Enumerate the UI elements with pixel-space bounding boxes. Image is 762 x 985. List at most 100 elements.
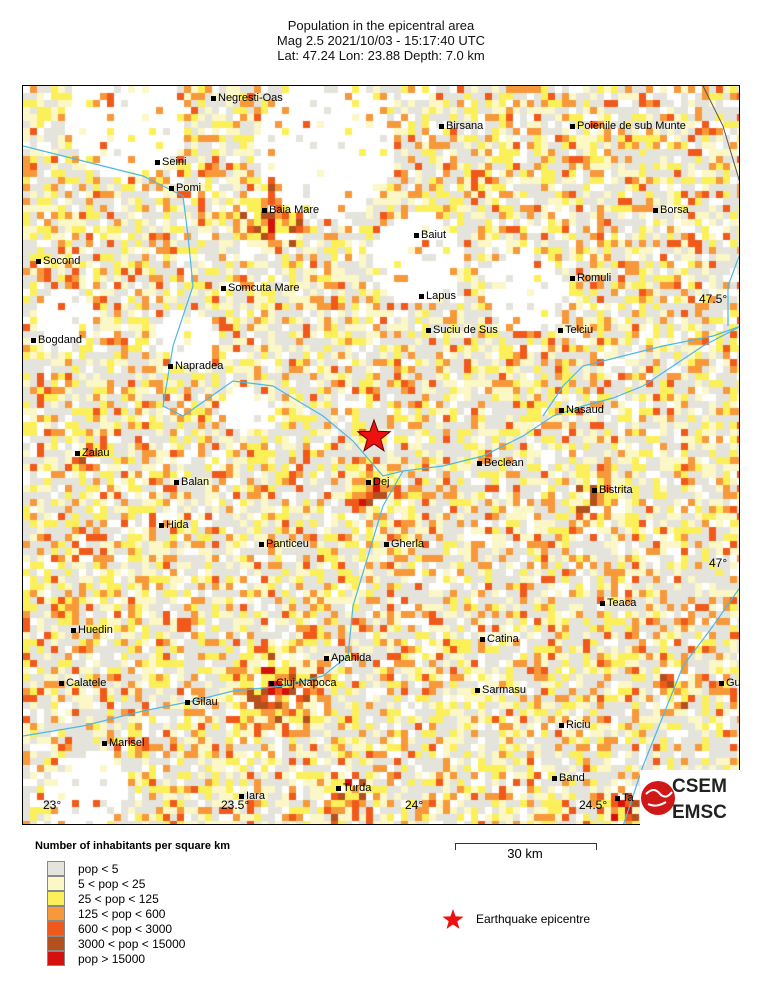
city-marker-icon	[384, 541, 389, 547]
epicentre-legend-star-icon	[442, 909, 464, 929]
city-marker-icon	[477, 460, 482, 466]
city-label: Dej	[366, 477, 390, 488]
city-name: Panticeu	[266, 538, 309, 550]
city-label: Gu	[719, 677, 740, 689]
city-label: Baia Mare	[262, 205, 319, 216]
city-name: Poienile de sub Munte	[577, 120, 686, 132]
city-label: Marisel	[102, 738, 144, 749]
city-marker-icon	[239, 793, 244, 799]
legend-swatch	[47, 876, 65, 891]
legend-label: 125 < pop < 600	[78, 907, 166, 921]
legend-title: Number of inhabitants per square km	[35, 840, 230, 852]
city-label: Beclean	[477, 458, 524, 469]
legend-swatch	[47, 936, 65, 951]
legend-label: 600 < pop < 3000	[78, 922, 173, 936]
city-marker-icon	[259, 541, 264, 547]
city-name: Balan	[181, 476, 210, 488]
city-name: Borsa	[660, 204, 689, 216]
city-name: Gu	[726, 677, 740, 689]
city-name: Turda	[343, 782, 372, 794]
city-label: Huedin	[71, 625, 113, 636]
city-marker-icon	[366, 479, 371, 485]
city-name: Gilau	[192, 696, 218, 708]
city-label: Seini	[155, 157, 186, 168]
city-name: Ta	[622, 792, 634, 804]
city-label: Suciu de Sus	[426, 325, 498, 336]
city-label: Catina	[480, 634, 519, 645]
svg-text:EMSC: EMSC	[672, 802, 727, 823]
city-marker-icon	[558, 327, 563, 333]
city-label: Bogdand	[31, 335, 82, 346]
city-marker-icon	[615, 795, 620, 801]
city-marker-icon	[168, 363, 173, 369]
city-name: Seini	[162, 156, 187, 168]
city-marker-icon	[570, 123, 575, 129]
city-marker-icon	[600, 600, 605, 606]
city-label: Band	[552, 773, 585, 784]
city-label: Calatele	[59, 678, 106, 689]
legend-label: 3000 < pop < 15000	[78, 937, 186, 951]
city-name: Socond	[43, 255, 81, 267]
lat-tick: 47°	[709, 556, 728, 570]
city-label: Riciu	[559, 720, 590, 731]
city-name: Iara	[246, 790, 265, 802]
city-name: Apahida	[331, 652, 372, 664]
city-name: Riciu	[566, 719, 591, 731]
population-density-raster	[23, 86, 739, 824]
lon-tick: 24.5°	[579, 798, 608, 812]
city-label: Gilau	[185, 697, 218, 708]
city-label: Sarmasu	[475, 685, 526, 696]
city-marker-icon	[102, 740, 107, 746]
city-name: Band	[559, 772, 585, 784]
city-label: Zalau	[75, 448, 110, 459]
city-marker-icon	[324, 655, 329, 661]
city-marker-icon	[570, 275, 575, 281]
lat-tick: 47.5°	[699, 292, 728, 306]
city-name: Somcuta Mare	[228, 282, 300, 294]
city-label: Cluj-Napoca	[269, 678, 337, 689]
city-name: Romuli	[577, 272, 612, 284]
city-marker-icon	[475, 687, 480, 693]
scale-bar	[455, 843, 597, 850]
city-marker-icon	[221, 285, 226, 291]
city-marker-icon	[159, 522, 164, 528]
city-name: Baia Mare	[269, 204, 320, 216]
city-name: Gherla	[391, 538, 425, 550]
city-marker-icon	[426, 327, 431, 333]
legend-swatch	[47, 906, 65, 921]
city-marker-icon	[719, 680, 724, 686]
river	[23, 145, 739, 477]
city-label: Romuli	[570, 273, 611, 284]
city-marker-icon	[439, 123, 444, 129]
event-info: Mag 2.5 2021/10/03 - 15:17:40 UTC	[276, 33, 486, 48]
city-label: Somcuta Mare	[221, 283, 300, 294]
city-marker-icon	[174, 479, 179, 485]
city-label: Socond	[36, 256, 80, 267]
city-name: Nasaud	[566, 404, 604, 416]
city-label: Panticeu	[259, 539, 309, 550]
city-label: Bistrita	[592, 485, 633, 496]
rivers-and-borders	[23, 86, 739, 824]
river	[623, 587, 739, 824]
city-marker-icon	[262, 207, 267, 213]
legend-swatch	[47, 951, 65, 966]
population-map[interactable]: Negresti-Oas Birsana Poienile de sub Munte…	[22, 85, 740, 825]
city-name: Negresti-Oas	[218, 92, 283, 104]
city-name: Hida	[166, 519, 189, 531]
city-marker-icon	[211, 95, 216, 101]
city-name: Teaca	[607, 597, 637, 609]
city-label: Baiut	[414, 230, 446, 241]
legend-label: 5 < pop < 25	[78, 877, 146, 891]
city-marker-icon	[71, 627, 76, 633]
svg-text:CSEM: CSEM	[672, 776, 727, 797]
city-marker-icon	[185, 699, 190, 705]
city-name: Baiut	[421, 229, 447, 241]
city-label: Birsana	[439, 121, 483, 132]
river	[23, 470, 404, 737]
city-name: Lapus	[426, 290, 456, 302]
city-name: Napradea	[175, 360, 224, 372]
city-marker-icon	[336, 785, 341, 791]
city-label: Gherla	[384, 539, 424, 550]
city-name: Cluj-Napoca	[276, 677, 337, 689]
legend-label: pop < 5	[78, 862, 119, 876]
